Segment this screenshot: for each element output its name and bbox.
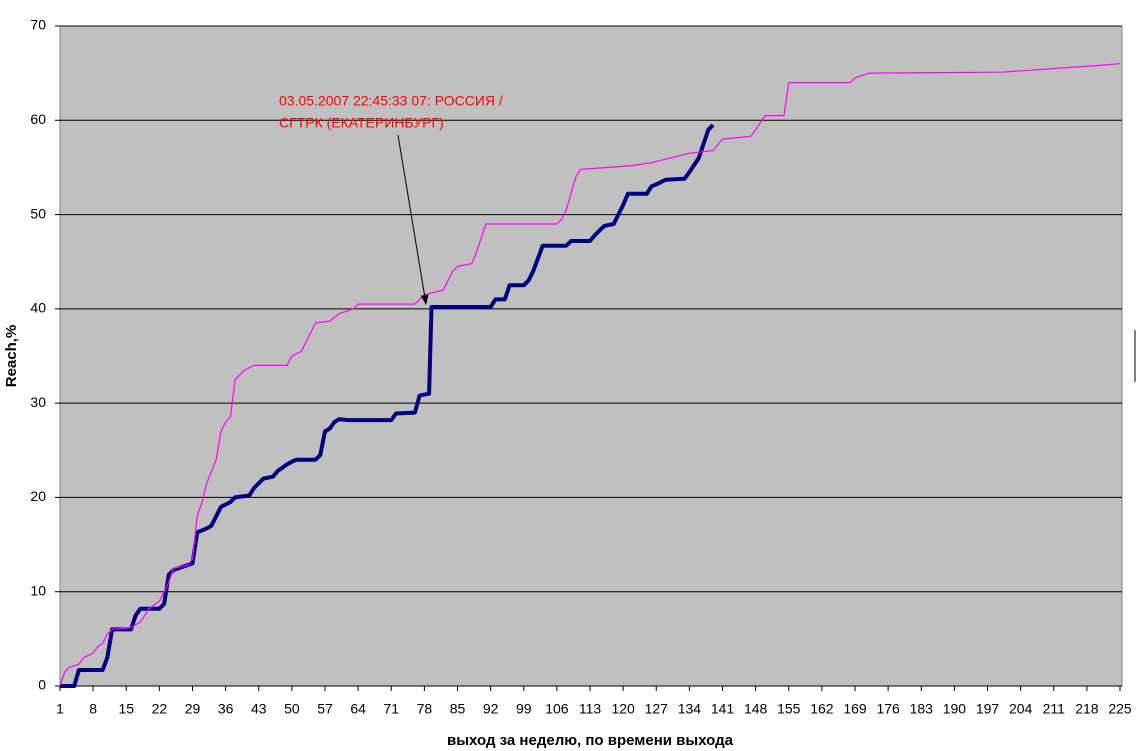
y-tick-label: 70 xyxy=(30,17,46,33)
x-tick-label: 22 xyxy=(152,701,168,717)
x-tick-label: 57 xyxy=(317,701,333,717)
series-line xyxy=(60,123,715,688)
x-tick-label: 211 xyxy=(1043,701,1066,717)
annotation: 03.05.2007 22:45:33 07: РОССИЯ / xyxy=(279,93,503,109)
y-axis-label: Reach,% xyxy=(3,325,20,388)
y-tick-label: 40 xyxy=(30,300,46,316)
y-tick-label: 60 xyxy=(30,111,46,127)
x-tick-label: 43 xyxy=(251,701,267,717)
y-tick-label: 50 xyxy=(30,205,46,221)
series-line xyxy=(59,63,1121,687)
x-tick-label: 197 xyxy=(976,701,1000,717)
x-tick-label: 85 xyxy=(450,701,466,717)
y-tick-label: 0 xyxy=(38,677,46,693)
x-tick-label: 162 xyxy=(810,701,834,717)
annotation: СГТРК (ЕКАТЕРИНБУРГ) xyxy=(279,115,444,131)
x-tick-label: 169 xyxy=(843,701,867,717)
y-tick-label: 10 xyxy=(30,582,46,598)
x-tick-label: 106 xyxy=(545,701,569,717)
x-tick-label: 155 xyxy=(777,701,801,717)
x-tick-label: 92 xyxy=(483,701,499,717)
plot-area xyxy=(59,25,1123,687)
x-tick-label: 190 xyxy=(943,701,967,717)
x-tick-label: 218 xyxy=(1075,701,1099,717)
x-tick-label: 8 xyxy=(89,701,97,717)
x-axis-label: выход за неделю, по времени выхода xyxy=(447,732,734,749)
x-tick-label: 176 xyxy=(876,701,900,717)
x-tick-label: 50 xyxy=(284,701,300,717)
x-tick-label: 99 xyxy=(516,701,532,717)
x-tick-label: 204 xyxy=(1009,701,1033,717)
annotation-arrow xyxy=(397,134,429,305)
x-tick-label: 183 xyxy=(910,701,934,717)
x-tick-label: 113 xyxy=(579,701,602,717)
x-tick-label: 127 xyxy=(645,701,669,717)
x-tick-label: 29 xyxy=(185,701,201,717)
x-tick-label: 148 xyxy=(744,701,768,717)
x-tick-label: 141 xyxy=(711,701,735,717)
x-tick-label: 78 xyxy=(417,701,433,717)
x-tick-label: 1 xyxy=(56,701,64,717)
x-tick-label: 64 xyxy=(350,701,366,717)
x-tick-label: 36 xyxy=(218,701,234,717)
x-tick-label: 15 xyxy=(118,701,134,717)
x-tick-label: 71 xyxy=(383,701,399,717)
x-tick-label: 120 xyxy=(611,701,635,717)
x-tick-label: 225 xyxy=(1108,701,1132,717)
y-tick-label: 30 xyxy=(30,394,46,410)
x-tick-label: 134 xyxy=(678,701,702,717)
y-tick-label: 20 xyxy=(30,488,46,504)
